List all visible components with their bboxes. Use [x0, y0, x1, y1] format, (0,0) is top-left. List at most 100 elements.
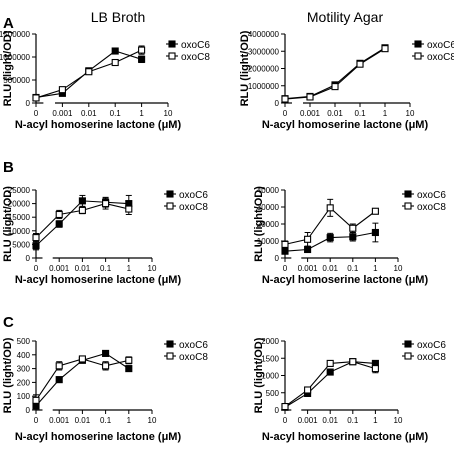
- legend-label: oxoC8: [417, 352, 446, 363]
- legend-marker: [166, 352, 174, 360]
- y-tick-label: 400: [17, 351, 31, 360]
- data-point: [326, 204, 334, 212]
- y-tick-label: 0: [275, 254, 280, 263]
- chart-panel-4: 0 10000 20000 30000 40000 0 0.001 0.01 0.1 1 10N-a…: [253, 186, 446, 286]
- legend-label: oxoC6: [179, 340, 208, 351]
- y-axis-label: RLU (light/OD): [2, 30, 14, 106]
- y-tick-label: 0: [26, 99, 31, 108]
- y-axis-label: RLU (light/OD): [2, 337, 14, 413]
- legend-label: oxoC6: [179, 190, 208, 201]
- data-point: [381, 45, 389, 53]
- series-oxoC6: [32, 194, 133, 251]
- y-tick-label: 3000000: [248, 47, 280, 56]
- legend-marker: [414, 40, 422, 48]
- data-point: [138, 55, 146, 63]
- series-oxoC6: [281, 222, 379, 255]
- x-tick-label: 0.001: [298, 416, 319, 425]
- x-tick-label: 0: [34, 416, 39, 425]
- data-point: [326, 368, 334, 376]
- series-oxoC6: [281, 44, 389, 103]
- data-point: [356, 60, 364, 68]
- legend-label: oxoC6: [427, 40, 454, 51]
- data-point: [111, 47, 119, 55]
- y-tick-label: 10000: [8, 227, 31, 236]
- x-tick-label: 1: [383, 109, 388, 118]
- x-tick-label: 1: [127, 416, 132, 425]
- y-tick-label: 30000: [257, 203, 280, 212]
- chart-panel-6: 0 500 1000 1500 2000 0 0.001 0.01 0.1 1 10 N-acyl h…: [253, 337, 446, 443]
- data-point: [281, 240, 289, 248]
- series-line: [284, 47, 386, 100]
- data-point: [371, 228, 379, 237]
- x-tick-label: 10: [406, 109, 415, 118]
- data-point: [55, 220, 63, 228]
- y-tick-label: 0: [275, 406, 280, 415]
- x-tick-label: 0.01: [322, 264, 338, 273]
- x-tick-label: 0.001: [49, 416, 70, 425]
- y-axis-label: RLU (light/OD): [253, 186, 265, 262]
- y-tick-label: 100: [17, 392, 31, 401]
- data-point: [304, 235, 312, 243]
- y-tick-label: 20000: [257, 220, 280, 229]
- x-tick-label: 0.1: [347, 264, 359, 273]
- y-tick-label: 0: [26, 406, 31, 415]
- data-point: [349, 224, 357, 232]
- data-point: [55, 376, 63, 384]
- y-tick-label: 0: [26, 254, 31, 263]
- x-tick-label: 0: [34, 264, 39, 273]
- series-oxoC8: [32, 45, 146, 102]
- data-point: [304, 245, 312, 254]
- data-point: [102, 362, 110, 370]
- data-point: [304, 386, 312, 394]
- y-tick-label: 500000: [3, 76, 30, 85]
- x-tick-label: 1: [127, 264, 132, 273]
- x-tick-label: 0: [283, 416, 288, 425]
- data-point: [326, 359, 334, 367]
- series-oxoC8: [32, 197, 133, 243]
- legend-marker: [166, 340, 174, 348]
- legend-marker: [404, 352, 412, 360]
- x-tick-label: 10: [394, 264, 403, 273]
- x-tick-label: 0.1: [100, 416, 112, 425]
- x-tick-label: 1: [139, 109, 144, 118]
- x-tick-label: 10: [394, 416, 403, 425]
- x-axis-label: N-acyl homoserine lactone (μM): [15, 431, 182, 443]
- chart-panel-3: 0 5000 10000 15000 20000 25000 0 0.001 0.01 0.1 1 1…: [2, 186, 208, 286]
- y-tick-label: 2000000: [248, 65, 280, 74]
- panel-label-a: A: [3, 15, 14, 32]
- series-oxoC8: [281, 358, 379, 411]
- x-axis-label: N-acyl homoserine lactone (μM): [262, 274, 429, 286]
- x-tick-label: 0.01: [327, 109, 343, 118]
- panel-label-c: C: [3, 314, 14, 331]
- data-point: [32, 94, 40, 102]
- legend-marker: [404, 190, 412, 198]
- data-point: [125, 365, 133, 373]
- y-tick-label: 0: [275, 99, 280, 108]
- legend-label: oxoC6: [181, 40, 210, 51]
- x-axis-label: N-acyl homoserine lactone (μM): [262, 431, 429, 443]
- data-point: [102, 349, 110, 357]
- y-tick-label: 10000: [257, 237, 280, 246]
- data-point: [371, 207, 379, 215]
- x-tick-label: 1: [373, 264, 378, 273]
- y-tick-label: 300: [17, 365, 31, 374]
- legend-label: oxoC6: [417, 190, 446, 201]
- data-point: [281, 402, 289, 411]
- y-tick-label: 20000: [8, 200, 31, 209]
- chart-panel-1: 0 500000 1000000 1500000 0 0.001 0.01 0.1 1 10N-a…: [0, 30, 210, 131]
- x-tick-label: 0.01: [81, 109, 97, 118]
- column-title-motility-agar: Motility Agar: [307, 9, 384, 25]
- x-axis-label: N-acyl homoserine lactone (μM): [15, 119, 182, 131]
- y-tick-label: 500: [17, 337, 31, 346]
- legend-marker: [404, 202, 412, 210]
- x-tick-label: 0.1: [100, 264, 112, 273]
- y-tick-label: 2000: [261, 337, 279, 346]
- data-point: [125, 205, 133, 213]
- legend-marker: [166, 190, 174, 198]
- y-tick-label: 40000: [257, 186, 280, 195]
- x-tick-label: 10: [148, 416, 157, 425]
- legend-label: oxoC8: [179, 352, 208, 363]
- x-tick-label: 0.01: [75, 264, 91, 273]
- data-point: [78, 197, 86, 205]
